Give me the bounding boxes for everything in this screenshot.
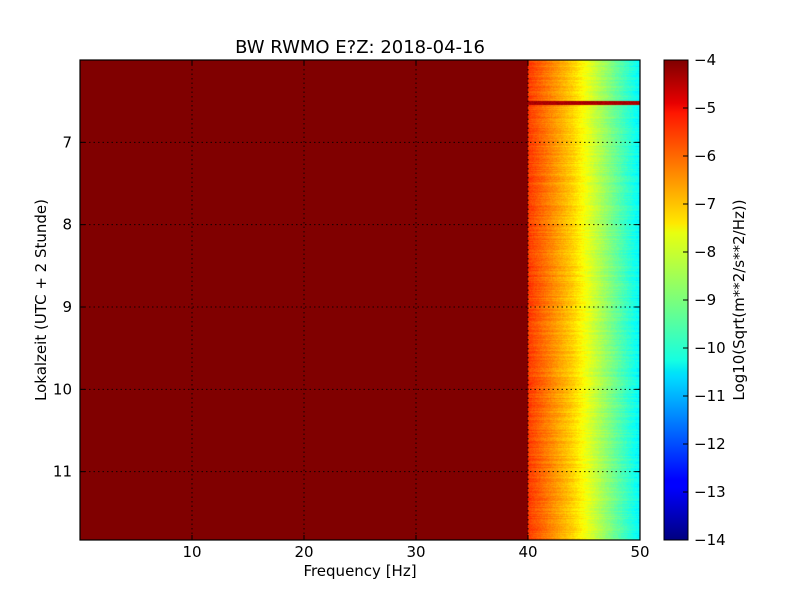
colorbar-tick-label: −13 xyxy=(694,483,726,501)
x-axis-label: Frequency [Hz] xyxy=(303,562,416,580)
x-tick-label: 10 xyxy=(182,543,201,561)
y-axis-label: Lokalzeit (UTC + 2 Stunde) xyxy=(32,199,50,401)
x-tick-label: 20 xyxy=(294,543,313,561)
x-tick-label: 40 xyxy=(518,543,537,561)
y-tick-label: 10 xyxy=(53,380,72,398)
colorbar-tick-label: −8 xyxy=(694,243,716,261)
y-tick-label: 9 xyxy=(62,298,72,316)
colorbar-tick-label: −5 xyxy=(694,99,716,117)
grid-lines xyxy=(80,60,640,540)
colorbar-tick-label: −12 xyxy=(694,435,726,453)
x-axis-ticks: 10 20 30 40 50 xyxy=(182,60,650,561)
colorbar-tick-label: −4 xyxy=(694,51,716,69)
colorbar-ticks: −4 −5 −6 −7 −8 −9 −10 −11 −12 −13 −14 xyxy=(683,51,726,549)
colorbar-tick-label: −11 xyxy=(694,387,726,405)
colorbar-tick-label: −7 xyxy=(694,195,716,213)
x-tick-label: 30 xyxy=(406,543,425,561)
chart-title: BW RWMO E?Z: 2018-04-16 xyxy=(235,37,485,58)
colorbar-tick-label: −10 xyxy=(694,339,726,357)
y-tick-label: 11 xyxy=(53,463,72,481)
y-tick-label: 8 xyxy=(62,216,72,234)
x-tick-label: 50 xyxy=(630,543,649,561)
spectrogram-heatmap xyxy=(80,60,640,540)
colorbar-tick-label: −6 xyxy=(694,147,716,165)
colorbar-tick-label: −14 xyxy=(694,531,726,549)
colorbar-tick-label: −9 xyxy=(694,291,716,309)
y-axis-ticks: 7 8 9 10 11 xyxy=(53,133,640,481)
plot-frame xyxy=(79,59,641,541)
colorbar-label: Log10(Sqrt(m**2/s**2/Hz)) xyxy=(730,199,748,400)
y-tick-label: 7 xyxy=(62,133,72,151)
